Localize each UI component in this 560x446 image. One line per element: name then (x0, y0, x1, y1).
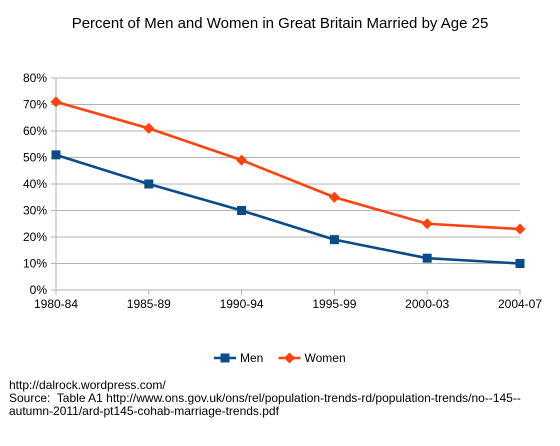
data-point-men (329, 235, 339, 245)
data-point-women (50, 96, 62, 108)
y-axis-tick-labels: 0% 10% 20% 30% 40% 50% 60% 70% 80% (23, 71, 47, 297)
y-tick-label: 50% (23, 151, 47, 165)
chart-title: Percent of Men and Women in Great Britai… (72, 15, 489, 32)
x-tick-label: 2000-03 (405, 297, 449, 311)
y-tick-label: 0% (30, 283, 48, 297)
axes (51, 77, 521, 295)
data-point-men (422, 253, 432, 263)
legend: Men Women (214, 351, 346, 365)
legend-label-women: Women (305, 351, 346, 365)
data-point-men (237, 206, 247, 215)
data-point-women (421, 218, 433, 230)
data-point-men (144, 179, 154, 189)
y-tick-label: 20% (23, 230, 47, 244)
y-tick-label: 30% (23, 204, 47, 218)
series-women (50, 96, 526, 235)
x-tick-label: 1995-99 (312, 297, 356, 311)
footer-source: Source: Table A1 http://www.ons.gov.uk/o… (9, 391, 521, 418)
data-point-women (514, 223, 526, 235)
grid-lines (56, 77, 520, 264)
legend-item-men: Men (214, 351, 263, 365)
data-point-women (236, 154, 248, 166)
line-chart: Percent of Men and Women in Great Britai… (23, 15, 542, 365)
legend-item-women: Women (278, 351, 346, 365)
x-axis-tick-labels: 1980-84 1985-89 1990-94 1995-99 2000-03 2004-… (34, 297, 542, 311)
series-line-women (55, 100, 521, 231)
y-tick-label: 10% (23, 257, 47, 271)
series-line-men (55, 153, 521, 265)
legend-marker-women (284, 352, 295, 364)
data-point-men (515, 259, 525, 268)
data-series (50, 96, 526, 268)
x-tick-label: 1980-84 (34, 297, 78, 311)
data-point-women (328, 191, 340, 203)
y-tick-label: 40% (23, 177, 47, 191)
data-point-men (51, 150, 61, 160)
chart-footer: http://dalrock.wordpress.com/ Source: Ta… (9, 379, 554, 418)
data-point-women (143, 122, 155, 134)
legend-label-men: Men (240, 351, 263, 365)
y-tick-label: 60% (23, 124, 47, 138)
x-tick-label: 1990-94 (220, 297, 264, 311)
x-tick-label: 2004-07 (498, 297, 542, 311)
y-tick-label: 70% (23, 98, 47, 112)
series-men (51, 150, 525, 268)
legend-marker-men (220, 353, 230, 363)
footer-url: http://dalrock.wordpress.com/ (9, 378, 166, 392)
x-tick-label: 1985-89 (127, 297, 171, 311)
y-tick-label: 80% (23, 71, 47, 85)
